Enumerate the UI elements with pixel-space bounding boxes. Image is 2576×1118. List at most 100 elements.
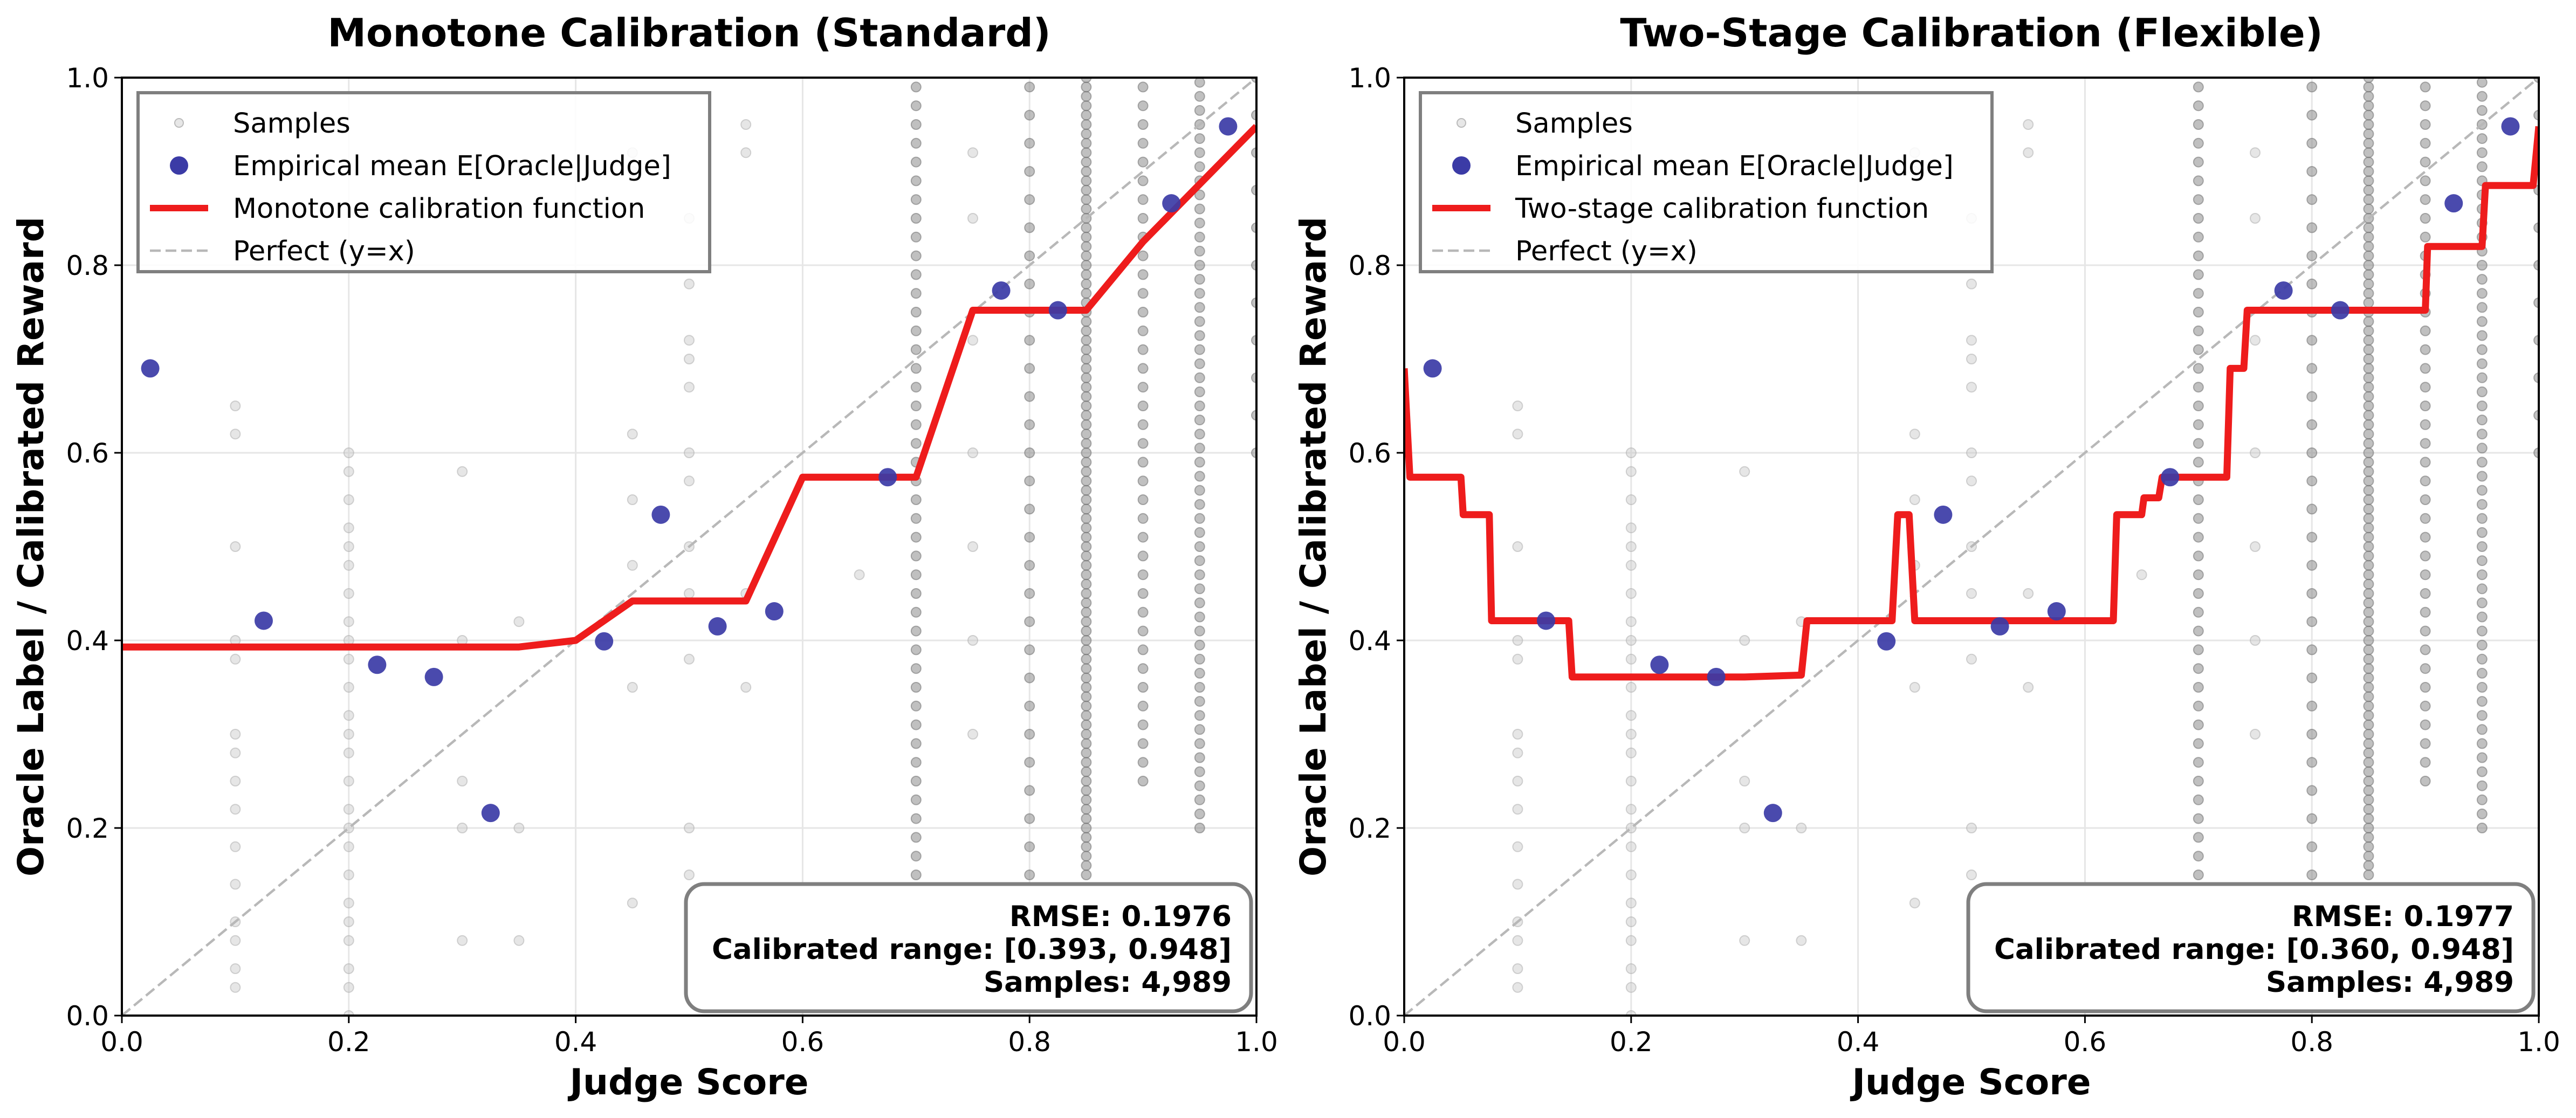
sample-point <box>2363 522 2374 534</box>
sample-point <box>1194 386 1205 397</box>
y-tick-label: 0.0 <box>1348 1000 1391 1032</box>
sample-point <box>1081 729 1092 740</box>
sample-point <box>2306 841 2318 852</box>
sample-point <box>230 879 241 890</box>
sample-point <box>1137 513 1149 524</box>
sample-point <box>1194 653 1205 665</box>
sample-point <box>1024 109 1035 121</box>
sample-point <box>1081 137 1092 149</box>
sample-point <box>230 963 241 974</box>
sample-point <box>627 429 638 440</box>
sample-point <box>2193 457 2204 468</box>
sample-point <box>967 147 978 158</box>
sample-point <box>2193 757 2204 768</box>
sample-point <box>910 175 922 187</box>
sample-point <box>1081 325 1092 336</box>
sample-point <box>1081 231 1092 243</box>
sample-point <box>1194 203 1205 215</box>
sample-point <box>2420 419 2431 430</box>
sample-point <box>2363 625 2374 637</box>
sample-point <box>1081 719 1092 730</box>
sample-point <box>967 447 978 458</box>
sample-point <box>1512 841 1523 852</box>
sample-point <box>1251 184 1256 196</box>
sample-point <box>2363 354 2374 364</box>
sample-point <box>1137 494 1149 505</box>
sample-point <box>1625 682 1637 693</box>
sample-point <box>2420 494 2431 505</box>
sample-point <box>2420 81 2431 93</box>
sample-point <box>1081 522 1092 534</box>
sample-point <box>2193 719 2204 730</box>
sample-point <box>2476 639 2488 651</box>
sample-point <box>684 588 695 599</box>
mean-point <box>1877 632 1896 651</box>
sample-point <box>1194 752 1205 763</box>
sample-point <box>910 325 922 336</box>
legend-samples-marker <box>1457 118 1466 128</box>
sample-point <box>2306 757 2318 768</box>
sample-point <box>1137 475 1149 487</box>
sample-point <box>2363 325 2374 336</box>
sample-point <box>684 278 695 289</box>
sample-point <box>2420 719 2431 730</box>
sample-point <box>910 719 922 730</box>
sample-point <box>343 963 354 974</box>
sample-point <box>1512 804 1523 815</box>
sample-point <box>1081 410 1092 421</box>
sample-point <box>1081 288 1092 299</box>
sample-point <box>627 898 638 909</box>
sample-point <box>2476 527 2488 538</box>
legend-label: Two-stage calibration function <box>1515 193 1929 225</box>
sample-point <box>1194 710 1205 721</box>
sample-point <box>2306 869 2318 880</box>
sample-point <box>1625 841 1637 852</box>
mean-point <box>368 655 387 674</box>
sample-point <box>2193 550 2204 562</box>
sample-point <box>513 823 525 833</box>
sample-point <box>1512 401 1523 411</box>
sample-point <box>1625 916 1637 927</box>
sample-point <box>1081 119 1092 130</box>
sample-point <box>1194 471 1205 482</box>
sample-point <box>343 541 354 552</box>
sample-point <box>2363 578 2374 590</box>
sample-point <box>910 832 922 843</box>
sample-point <box>2420 757 2431 768</box>
sample-point <box>1024 222 1035 233</box>
sample-point <box>2193 832 2204 843</box>
sample-point <box>2363 438 2374 449</box>
sample-point <box>2306 560 2318 571</box>
sample-point <box>1909 898 1920 909</box>
sample-point <box>2533 260 2539 271</box>
perfect-line <box>1404 78 2539 1016</box>
calibration-line <box>122 123 1256 651</box>
sample-point <box>2420 682 2431 693</box>
x-tick-label: 0.6 <box>781 1026 825 1058</box>
sample-point <box>1194 429 1205 440</box>
sample-point <box>2193 494 2204 505</box>
sample-point <box>2420 644 2431 655</box>
sample-point <box>1512 776 1523 786</box>
y-tick-label: 0.8 <box>1348 250 1391 281</box>
x-tick-label: 0.4 <box>554 1026 597 1058</box>
mean-point <box>1990 617 2009 636</box>
sample-point <box>1081 382 1092 393</box>
sample-point <box>2476 105 2488 116</box>
sample-point <box>2476 541 2488 552</box>
sample-point <box>2363 569 2374 581</box>
sample-point <box>2363 269 2374 280</box>
sample-point <box>2476 260 2488 271</box>
sample-point <box>2363 231 2374 243</box>
mean-point <box>878 468 897 487</box>
sample-point <box>2420 401 2431 411</box>
mean-point <box>2501 117 2520 136</box>
sample-point <box>2306 109 2318 121</box>
sample-point <box>230 776 241 786</box>
sample-point <box>2363 100 2374 112</box>
sample-point <box>910 156 922 168</box>
legend-mean-marker <box>170 156 188 175</box>
sample-point <box>1137 569 1149 581</box>
sample-point <box>2193 682 2204 693</box>
legend-label: Perfect (y=x) <box>1515 236 1698 267</box>
